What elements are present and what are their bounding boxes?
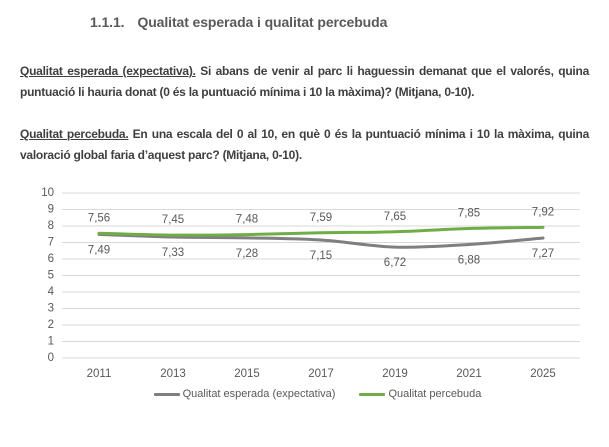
legend-line-swatch-gray [153, 392, 180, 396]
y-tick-label: 5 [48, 270, 54, 282]
gridlines [62, 192, 580, 359]
line-chart: 0 1 2 3 4 5 6 7 8 9 10 2011 2013 2015 2017 2019 2021 2025… [30, 186, 605, 401]
paragraph-expected-lead: Qualitat esperada (expectativa). [20, 64, 196, 78]
page-root: { "heading": { "number": "1.1.1.", "titl… [0, 14, 609, 447]
x-tick-label: 2021 [456, 368, 482, 380]
paragraph-perceived-lead: Qualitat percebuda. [20, 127, 129, 141]
data-label: 7,33 [162, 247, 184, 259]
y-tick-label: 2 [48, 319, 54, 331]
data-label: 7,92 [532, 206, 554, 218]
document-page: 1.1.1. Qualitat esperada i qualitat perce… [0, 14, 609, 401]
y-tick-label: 8 [48, 220, 54, 232]
x-tick-label: 2015 [234, 368, 260, 380]
data-label: 7,49 [88, 244, 110, 256]
paragraph-perceived-quality: Qualitat percebuda. En una escala del 0 … [20, 124, 589, 166]
data-label: 7,59 [310, 212, 332, 224]
series-line-0 [97, 232, 545, 249]
y-tick-label: 0 [48, 352, 54, 364]
y-tick-label: 10 [41, 187, 54, 199]
legend-line-swatch-green [359, 392, 386, 396]
section-heading: 1.1.1. Qualitat esperada i qualitat perce… [90, 14, 589, 30]
y-tick-label: 4 [48, 286, 55, 298]
data-label: 7,27 [532, 248, 554, 260]
legend-label-esperada: Qualitat esperada (expectativa) [182, 388, 336, 400]
data-label: 6,72 [384, 257, 406, 269]
y-tick-label: 6 [48, 253, 54, 265]
data-labels-series-0: 7,49 7,33 7,28 7,15 6,72 6,88 7,27 [88, 244, 554, 269]
data-label: 7,65 [384, 211, 406, 223]
data-label: 7,28 [236, 248, 258, 260]
y-tick-label: 1 [48, 336, 54, 348]
y-tick-label: 9 [48, 204, 54, 216]
y-tick-label: 7 [48, 237, 54, 249]
x-tick-label: 2025 [530, 368, 556, 380]
data-label: 7,85 [458, 208, 480, 220]
paragraph-expected-quality: Qualitat esperada (expectativa). Si aban… [20, 61, 589, 103]
x-tick-label: 2011 [87, 368, 112, 380]
x-tick-label: 2017 [308, 368, 334, 380]
series-line-1 [97, 225, 545, 237]
data-label: 7,48 [236, 214, 258, 226]
line-chart-canvas: 0 1 2 3 4 5 6 7 8 9 10 2011 2013 2015 2017 2019 2021 2025… [41, 187, 580, 380]
y-axis-tick-labels: 0 1 2 3 4 5 6 7 8 9 10 [41, 187, 54, 364]
x-tick-label: 2013 [160, 368, 186, 380]
legend-item-esperada: Qualitat esperada (expectativa) [153, 387, 336, 401]
data-labels-series-1: 7,56 7,45 7,48 7,59 7,65 7,85 7,92 [88, 206, 554, 226]
data-label: 6,88 [458, 255, 480, 267]
chart-legend: Qualitat esperada (expectativa) Qualitat… [30, 387, 605, 401]
paragraph-perceived-body: En una escala del 0 al 10, en què 0 és l… [20, 127, 589, 162]
section-number: 1.1.1. [90, 14, 125, 30]
data-label: 7,45 [162, 214, 184, 226]
data-label: 7,15 [310, 250, 332, 262]
legend-item-percebuda: Qualitat percebuda [359, 387, 481, 401]
paragraph-expected-body: Si abans de venir al parc li haguessin d… [20, 64, 589, 99]
section-title: Qualitat esperada i qualitat percebuda [137, 14, 388, 30]
data-label: 7,56 [88, 212, 110, 224]
legend-label-percebuda: Qualitat percebuda [388, 388, 482, 400]
x-axis-tick-labels: 2011 2013 2015 2017 2019 2021 2025 [87, 368, 556, 380]
y-tick-label: 3 [48, 303, 54, 315]
x-tick-label: 2019 [382, 368, 408, 380]
